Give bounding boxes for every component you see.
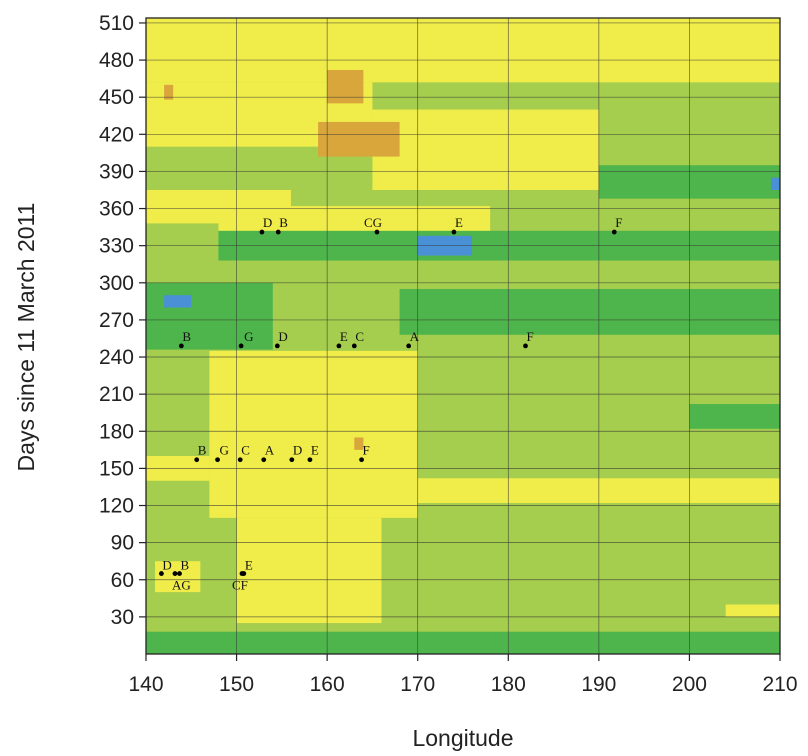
data-point-label: G [244,329,253,344]
x-tick-label: 210 [762,673,797,696]
data-point [451,229,457,235]
heatmap-region-blue [164,295,192,308]
heatmap-region-light_yellow [218,206,491,234]
heatmap-region-light_yellow [155,561,201,593]
heatmap-region-orange [327,69,364,104]
heatmap-region-light_yellow [236,517,382,624]
y-tick-label: 390 [99,160,134,183]
y-axis-label: Days since 11 March 2011 [13,203,39,472]
x-tick-label: 150 [219,673,254,696]
x-tick-label: 140 [128,673,163,696]
data-point-label: B [198,443,207,458]
data-point-label: D [263,215,272,230]
data-point-label: D [162,558,171,573]
data-point-label: F [526,329,533,344]
heatmap-region-dark_green [689,404,780,429]
data-point-label: B [182,329,191,344]
x-tick-label: 160 [310,673,345,696]
y-tick-label: 240 [99,346,134,369]
data-point [194,457,200,463]
data-point-label: B [279,215,288,230]
data-point [237,457,243,463]
data-point [274,343,280,349]
y-tick-label: 270 [99,309,134,332]
heatmap-region-light_yellow [209,350,418,518]
data-point [261,457,267,463]
data-point [239,571,245,576]
data-point [275,229,281,235]
y-tick-label: 330 [99,235,134,258]
data-point [215,457,220,463]
heatmap-region-orange [318,121,400,157]
x-axis-label: Longitude [412,725,513,751]
y-tick-label: 510 [99,12,134,35]
plot-area: 140 150 160 170 180 190 200 210 30 60 90 120 150 180 2… [99,12,798,696]
data-point-label: C [241,443,250,458]
y-tick-label: 90 [111,532,134,555]
data-point-label: F [363,443,370,458]
data-point [406,343,412,349]
data-point-label: E [455,215,463,230]
data-point [307,457,313,463]
y-tick-label: 120 [99,495,134,518]
data-point [359,457,364,463]
y-tick-label: 180 [99,420,134,443]
x-tick-label: 200 [672,673,707,696]
data-point [238,343,244,349]
data-point-label: D [293,443,302,458]
data-point-label: E [245,558,253,573]
y-tick-label: 300 [99,272,134,295]
data-point [172,571,178,576]
data-point-label: F [615,215,622,230]
heatmap-region-light_yellow [146,18,780,83]
x-tick-label: 180 [491,673,526,696]
heatmap-region-orange [354,437,364,450]
heatmap-region-dark_green [146,282,273,350]
data-point-label: G [220,443,229,458]
y-tick-label: 60 [111,569,134,592]
heatmap-region-dark_green [146,631,780,654]
heatmap-region-orange [164,84,174,100]
data-point [289,457,295,463]
heatmap-region-dark_green [399,288,780,335]
data-point [177,571,182,576]
data-point [611,229,617,235]
data-point [259,229,265,235]
data-point-label: CG [364,215,382,230]
heatmap-region-light_yellow [725,604,780,617]
data-point-label: B [181,558,190,573]
heatmap-region-blue [770,177,780,190]
y-tick-label: 420 [99,123,134,146]
data-point-label: E [340,329,348,344]
plot-frame [145,17,781,655]
data-point-label: AG [172,578,191,593]
data-point-label: A [265,443,275,458]
y-tick-label: 480 [99,49,134,72]
data-point [351,343,357,349]
data-point [523,343,528,349]
y-tick-label: 30 [111,606,134,629]
data-point [336,343,342,349]
data-point-label: C [355,329,364,344]
data-point-label: A [410,329,420,344]
data-point [374,229,380,235]
data-point [158,571,164,576]
data-point-label: E [311,443,319,458]
x-tick-label: 190 [581,673,616,696]
y-tick-label: 360 [99,198,134,221]
data-point-label: CF [232,578,248,593]
data-point [178,343,184,349]
y-tick-label: 150 [99,457,134,480]
data-point-label: D [278,329,287,344]
y-tick-label: 450 [99,86,134,109]
x-tick-label: 170 [400,673,435,696]
y-tick-label: 210 [99,383,134,406]
heatmap-region-light_yellow [372,109,599,190]
